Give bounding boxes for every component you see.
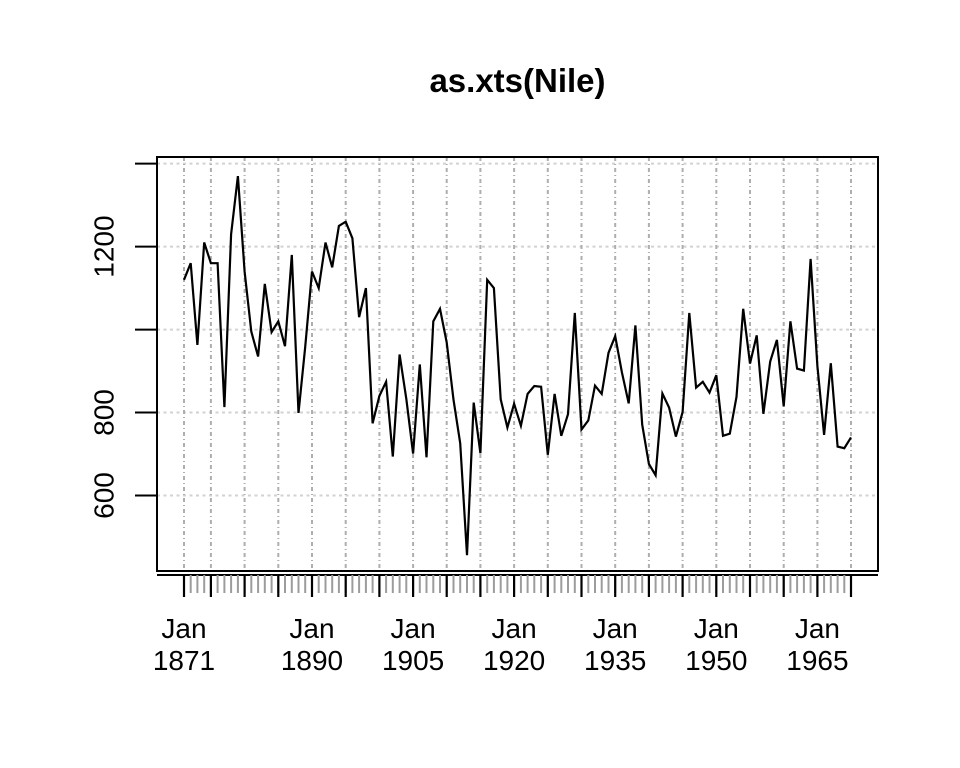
x-tick-label-month: Jan	[593, 613, 638, 644]
x-tick-label-year: 1950	[685, 645, 747, 676]
x-tick-label-year: 1905	[382, 645, 444, 676]
y-tick-label: 600	[89, 472, 120, 519]
x-tick-label-year: 1871	[153, 645, 215, 676]
y-tick-label: 800	[89, 389, 120, 436]
nile-series-line	[182, 175, 852, 556]
x-tick-label-year: 1935	[584, 645, 646, 676]
x-tick-label-month: Jan	[161, 613, 206, 644]
x-tick-label-month: Jan	[492, 613, 537, 644]
x-tick-label-month: Jan	[391, 613, 436, 644]
x-tick-label-year: 1890	[281, 645, 343, 676]
plot-border	[156, 156, 879, 572]
y-tick-label: 1200	[89, 215, 120, 277]
x-tick-label-month: Jan	[694, 613, 739, 644]
chart-title: as.xts(Nile)	[429, 62, 606, 99]
x-tick-label-year: 1920	[483, 645, 545, 676]
x-tick-label-year: 1965	[786, 645, 848, 676]
x-tick-label-month: Jan	[795, 613, 840, 644]
x-tick-label-month: Jan	[289, 613, 334, 644]
